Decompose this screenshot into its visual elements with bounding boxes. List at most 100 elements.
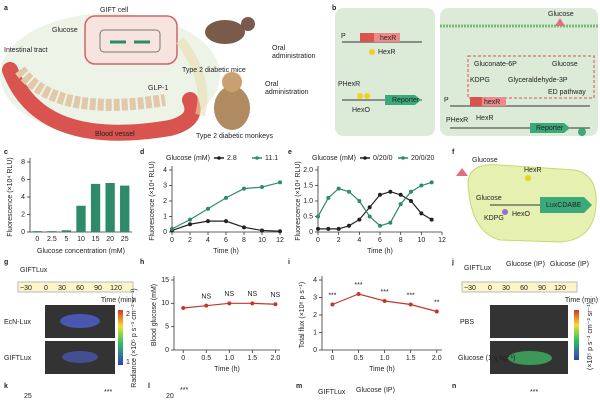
x-tick-label: 0: [316, 237, 320, 244]
label: Oral: [265, 81, 279, 88]
point: [278, 180, 282, 185]
x-axis-label: Time (h): [213, 248, 239, 255]
point: [316, 214, 320, 219]
point: [429, 180, 434, 185]
y-tick-label: 3: [313, 294, 317, 301]
point: [206, 219, 210, 224]
label: Glucose: [52, 27, 78, 34]
point: [347, 189, 351, 194]
panel-letter: d: [140, 149, 144, 156]
point: [378, 192, 382, 197]
annotation: NS: [201, 294, 211, 301]
x-tick-label: 20: [106, 236, 114, 243]
annotation: ***: [381, 289, 389, 296]
legend-label: 20/0/20: [411, 155, 434, 162]
label: Intestinal tract: [4, 47, 48, 54]
y-tick-label: 2: [21, 211, 25, 218]
label: Glucose (IP): [356, 387, 395, 394]
x-tick-label: 0: [330, 355, 334, 362]
y-tick-label: 8: [21, 159, 25, 166]
label: administration: [272, 53, 316, 60]
label: ~30: [464, 285, 476, 292]
label: hexR: [380, 35, 396, 42]
annotation: ***: [328, 292, 336, 299]
label: 60: [76, 285, 84, 292]
bar: [32, 231, 42, 232]
point: [278, 229, 282, 234]
x-tick-label: 1.5: [406, 355, 416, 362]
label: 20: [166, 393, 174, 400]
legend-swatch: [363, 156, 367, 160]
legend-label: 2.8: [227, 155, 237, 162]
y-tick-label: 1.5: [303, 182, 313, 189]
label: Time (min): [565, 297, 598, 304]
y-axis-label: Fluorescence (×10⁴ RLU): [149, 161, 156, 240]
label: 90: [94, 285, 102, 292]
point: [204, 303, 209, 308]
label: Gluconate-6P: [474, 61, 517, 68]
annotation: ***: [407, 292, 415, 299]
x-axis-label: Glucose concentration (mM): [37, 248, 125, 255]
point: [224, 195, 228, 200]
label: Glucose: [476, 195, 502, 202]
legend-label: 11.1: [265, 155, 278, 162]
x-tick-label: 0.5: [201, 355, 211, 362]
label: Reporter: [392, 97, 420, 104]
bar: [105, 183, 115, 232]
label: Type 2 diabetic monkeys: [196, 133, 274, 140]
y-axis-label: Fluorescence (×10⁴ RLU): [295, 161, 302, 240]
x-tick-label: 2.5: [47, 236, 57, 243]
point: [330, 302, 335, 307]
bar: [120, 185, 130, 232]
label: 30: [58, 285, 66, 292]
label: Type 2 diabetic mice: [182, 67, 246, 74]
label: PHexR: [338, 81, 360, 88]
point: [356, 292, 361, 296]
point: [408, 302, 413, 307]
x-tick-label: 15: [92, 236, 100, 243]
label: 120: [110, 285, 122, 292]
point: [357, 199, 362, 203]
legend-swatch: [217, 156, 221, 160]
point: [224, 219, 228, 224]
label: P: [341, 33, 346, 40]
x-tick-label: 12: [276, 237, 284, 244]
point: [227, 301, 232, 306]
label: LuxCDABE: [546, 202, 582, 209]
point: [326, 195, 331, 200]
point: [181, 306, 186, 310]
panel-a-art: [0, 13, 255, 141]
point: [388, 189, 393, 194]
label: ~30: [20, 285, 32, 292]
point: [336, 226, 341, 231]
y-tick-label: 10: [161, 300, 169, 307]
x-tick-label: 4: [357, 237, 361, 244]
line: [318, 191, 432, 230]
annotation: NS: [247, 291, 257, 298]
label: ED pathway: [548, 89, 586, 96]
label: Blood vessel: [95, 131, 135, 138]
y-tick-label: 1: [313, 329, 317, 336]
label: (×10⁵ p s⁻¹ cm⁻² sr⁻¹): [587, 302, 594, 370]
label: Time (min): [101, 297, 134, 304]
bar: [76, 205, 86, 232]
point: [242, 225, 246, 230]
x-tick-label: 1.0: [380, 355, 390, 362]
point: [388, 220, 393, 225]
x-tick-label: 4: [206, 237, 210, 244]
panel-letter: b: [332, 5, 336, 12]
y-tick-label: 5: [165, 324, 169, 331]
panel-f-art: [456, 164, 597, 243]
y-tick-label: 1.0: [303, 198, 313, 205]
y-tick-label: 0: [165, 347, 169, 354]
x-tick-label: 1.5: [247, 355, 257, 362]
bar: [90, 183, 101, 232]
label: 1: [126, 359, 130, 366]
y-tick-label: 0: [21, 229, 25, 236]
point: [378, 223, 382, 228]
label: hexR: [484, 99, 500, 106]
imaging-art: [17, 281, 579, 374]
label: ***: [530, 389, 538, 396]
panel-letter: m: [296, 383, 302, 390]
point: [382, 299, 387, 303]
